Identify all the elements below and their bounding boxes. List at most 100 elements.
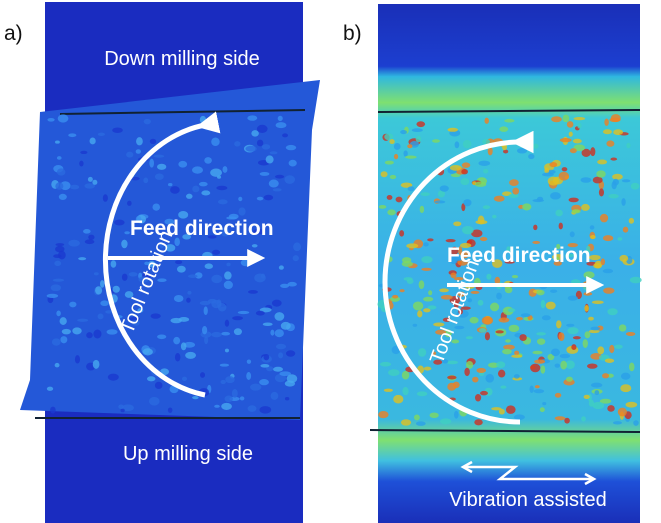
speck [147,376,155,381]
speck [144,119,151,125]
speck [79,161,83,167]
speck [619,255,628,262]
speck [47,387,53,391]
speck [530,364,540,373]
speck [461,169,468,174]
speck [430,412,439,418]
feed-label: Feed direction [447,244,591,267]
speck [218,199,228,204]
speck [472,377,478,383]
speck [618,237,623,240]
speck [566,324,574,327]
speck [420,206,424,213]
panel-b: b) Tool rotation Feed direction Vibratio… [343,4,642,523]
speck [121,240,127,249]
speck [540,365,545,373]
speck [466,336,473,339]
speck [535,385,540,388]
speck [480,237,487,241]
speck [611,114,621,122]
speck [584,305,588,312]
speck [181,342,186,350]
speck [589,255,601,260]
speck [419,280,425,289]
speck [221,380,226,384]
speck [463,199,471,206]
speck [560,361,567,370]
speck [273,367,283,372]
speck [155,173,164,179]
speck [592,300,604,304]
speck [613,129,623,135]
speck [69,302,76,308]
speck [559,332,565,341]
speck [584,395,590,399]
speck [252,244,258,247]
speck [569,198,579,203]
speck [263,322,273,326]
speck [185,352,196,359]
speck [509,179,519,186]
speck [205,263,213,269]
speck [385,161,394,165]
speck [275,175,284,179]
speck [247,359,251,363]
speck [241,259,252,266]
speck [595,390,600,395]
speck [555,210,562,217]
speck [423,297,433,302]
speck [211,275,222,283]
speck [90,138,96,145]
speck [427,238,433,241]
speck [80,151,87,154]
speck [392,295,398,299]
speck [149,159,154,168]
speck [262,144,270,149]
speck [630,277,642,283]
speck [232,316,243,320]
speck [143,348,153,355]
speck [596,170,605,177]
speck [462,226,474,234]
speck [516,317,523,320]
speck [447,383,456,391]
speck [498,370,505,378]
speck [416,136,422,143]
speck [573,336,581,339]
speck [402,257,411,263]
speck [581,416,586,421]
speck [68,240,79,247]
speck [60,317,67,325]
speck [289,160,297,167]
speck [573,139,582,144]
speck [380,362,391,367]
speck [474,419,482,425]
speck [192,186,199,193]
speck [136,149,141,153]
speck [248,290,258,294]
speck [225,396,233,403]
speck [583,339,588,348]
speck [234,328,242,335]
speck [186,194,193,199]
speck [533,144,539,149]
speck [619,324,626,331]
speck [614,345,623,349]
speck [286,145,296,150]
speck [284,175,295,184]
speck [387,209,395,215]
speck [127,201,132,206]
speck [440,418,451,424]
speck [417,310,422,317]
speck [612,174,623,180]
speck [62,329,71,335]
speck [257,197,263,201]
bottom-label: Vibration assisted [449,489,607,511]
speck [478,300,484,306]
speck [537,338,545,345]
speck [232,389,238,398]
speck [216,299,221,308]
speck [455,141,460,148]
speck [211,332,222,337]
speck [604,118,609,125]
